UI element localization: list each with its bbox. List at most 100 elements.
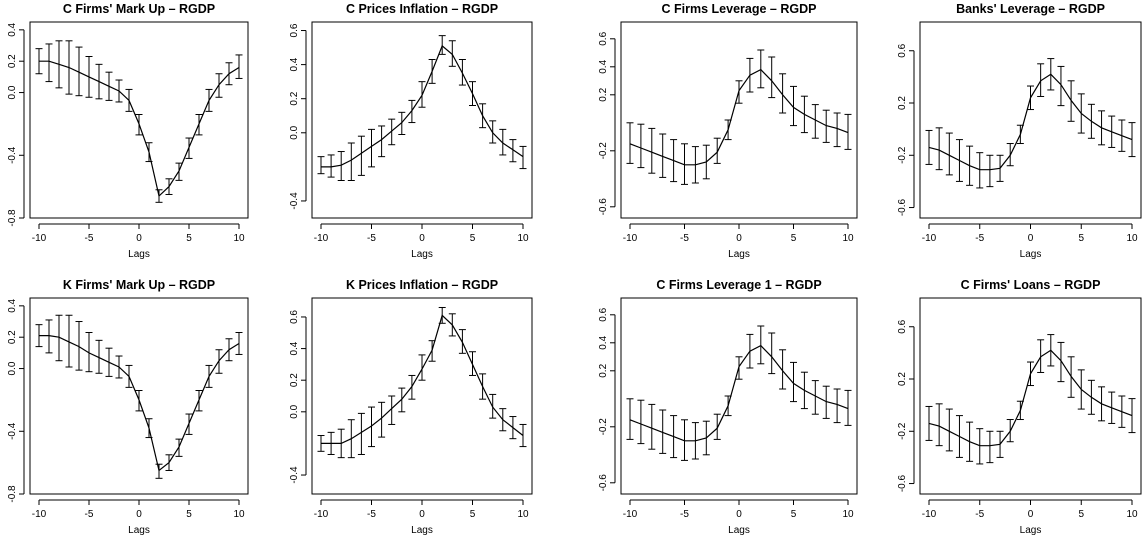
error-bar bbox=[357, 412, 365, 455]
plot-frame bbox=[620, 297, 858, 495]
y-tick-label: 0.2 bbox=[289, 373, 300, 387]
x-tick-label: 5 bbox=[1078, 233, 1084, 244]
error-bar bbox=[833, 112, 841, 148]
y-tick-label: 0.2 bbox=[598, 87, 609, 101]
x-tick-label: 10 bbox=[233, 233, 245, 244]
x-tick-label: -5 bbox=[975, 509, 984, 520]
error-bar bbox=[945, 132, 953, 176]
x-tick-label: 0 bbox=[736, 509, 742, 520]
error-bar bbox=[85, 331, 93, 373]
x-tick-label: 0 bbox=[1028, 509, 1034, 520]
error-bar bbox=[713, 413, 721, 440]
error-bar bbox=[976, 428, 984, 465]
panel-title: C Firms Leverage 1 – RGDP bbox=[656, 278, 821, 292]
y-tick-label: 0.6 bbox=[289, 310, 300, 324]
x-axis-label: Lags bbox=[128, 249, 150, 260]
error-bar bbox=[986, 154, 994, 188]
error-bar bbox=[519, 145, 527, 170]
x-tick-label: -5 bbox=[367, 233, 376, 244]
y-tick-label: -0.2 bbox=[598, 142, 609, 160]
error-bar bbox=[822, 385, 830, 419]
x-tick-label: 5 bbox=[1078, 509, 1084, 520]
x-tick-label: 5 bbox=[470, 233, 476, 244]
x-tick-label: 10 bbox=[1126, 233, 1138, 244]
y-tick-label: 0.4 bbox=[598, 335, 609, 349]
error-bar bbox=[681, 419, 688, 461]
panel-title: C Firms Leverage – RGDP bbox=[662, 2, 817, 16]
error-bar bbox=[317, 156, 325, 175]
plot-frame bbox=[311, 297, 533, 495]
error-bar bbox=[337, 151, 345, 182]
plot-frame bbox=[620, 21, 858, 219]
panel-7: C Firms Leverage 1 – RGDP -10 -5 0 5 10 Lags -0… bbox=[598, 278, 858, 536]
error-bar bbox=[65, 314, 73, 368]
x-tick-label: -10 bbox=[32, 509, 47, 520]
y-tick-label: 0.2 bbox=[598, 363, 609, 377]
y-tick-label: -0.6 bbox=[598, 474, 609, 492]
y-tick-label: 0.4 bbox=[598, 59, 609, 73]
error-bar bbox=[648, 127, 656, 174]
series-line bbox=[321, 44, 524, 168]
y-tick-label: 0.4 bbox=[289, 57, 300, 71]
x-tick-label: -10 bbox=[623, 233, 638, 244]
panel-6: K Prices Inflation – RGDP -10 -5 0 5 10 Lags -0… bbox=[289, 278, 533, 536]
error-bar bbox=[45, 43, 53, 83]
error-bar bbox=[833, 388, 841, 424]
x-tick-label: -10 bbox=[314, 233, 329, 244]
y-tick-label: 0.2 bbox=[289, 91, 300, 105]
error-bar bbox=[768, 332, 776, 375]
y-tick-label: 0.0 bbox=[289, 125, 300, 139]
y-tick-label: 0.0 bbox=[7, 85, 18, 99]
y-tick-label: -0.8 bbox=[7, 209, 18, 227]
series-line bbox=[321, 314, 524, 444]
y-tick-label: 0.6 bbox=[598, 31, 609, 45]
error-bar bbox=[398, 111, 406, 135]
error-bar bbox=[986, 430, 994, 464]
y-tick-label: -0.2 bbox=[897, 146, 908, 164]
x-axis-label: Lags bbox=[728, 249, 750, 260]
x-tick-label: 0 bbox=[1028, 233, 1034, 244]
y-tick-label: -0.4 bbox=[289, 192, 300, 210]
panel-1: C Firms' Mark Up – RGDP -10 -5 0 5 10 Lags -0.8… bbox=[7, 2, 249, 260]
error-bar bbox=[648, 403, 656, 450]
error-bar bbox=[757, 49, 765, 89]
error-bar bbox=[626, 122, 634, 164]
error-bar bbox=[378, 125, 386, 158]
series-line bbox=[629, 68, 849, 166]
error-bar bbox=[811, 104, 819, 139]
x-tick-label: 0 bbox=[419, 233, 425, 244]
error-bar bbox=[235, 331, 243, 355]
x-tick-label: -10 bbox=[922, 509, 937, 520]
x-tick-label: 5 bbox=[791, 509, 797, 520]
x-axis-label: Lags bbox=[1020, 525, 1042, 536]
x-axis-label: Lags bbox=[411, 525, 433, 536]
panel-5: K Firms' Mark Up – RGDP -10 -5 0 5 10 Lags -0.8… bbox=[7, 278, 249, 536]
x-tick-label: 5 bbox=[791, 233, 797, 244]
y-tick-label: 0.4 bbox=[289, 341, 300, 355]
error-bar bbox=[779, 349, 787, 390]
series-line bbox=[928, 349, 1133, 447]
plot-frame bbox=[919, 21, 1142, 219]
error-bar bbox=[1057, 341, 1065, 383]
error-bar bbox=[790, 361, 797, 403]
x-tick-label: 0 bbox=[419, 509, 425, 520]
y-tick-label: 0.4 bbox=[7, 298, 18, 312]
error-bar bbox=[637, 399, 645, 445]
error-bar bbox=[779, 73, 787, 114]
y-tick-label: -0.6 bbox=[897, 198, 908, 216]
panel-title: K Firms' Mark Up – RGDP bbox=[63, 278, 215, 292]
error-bar bbox=[235, 54, 243, 79]
plot-frame bbox=[29, 297, 249, 495]
error-bar bbox=[637, 123, 645, 169]
x-axis-label: Lags bbox=[128, 525, 150, 536]
error-bar bbox=[945, 408, 953, 452]
panel-title: C Prices Inflation – RGDP bbox=[346, 2, 498, 16]
error-bar bbox=[388, 395, 396, 425]
error-bar bbox=[713, 137, 721, 164]
error-bar bbox=[368, 128, 375, 168]
x-tick-label: -5 bbox=[85, 233, 94, 244]
x-tick-label: -5 bbox=[975, 233, 984, 244]
y-tick-label: 0.2 bbox=[7, 330, 18, 344]
plot-frame bbox=[919, 297, 1142, 495]
